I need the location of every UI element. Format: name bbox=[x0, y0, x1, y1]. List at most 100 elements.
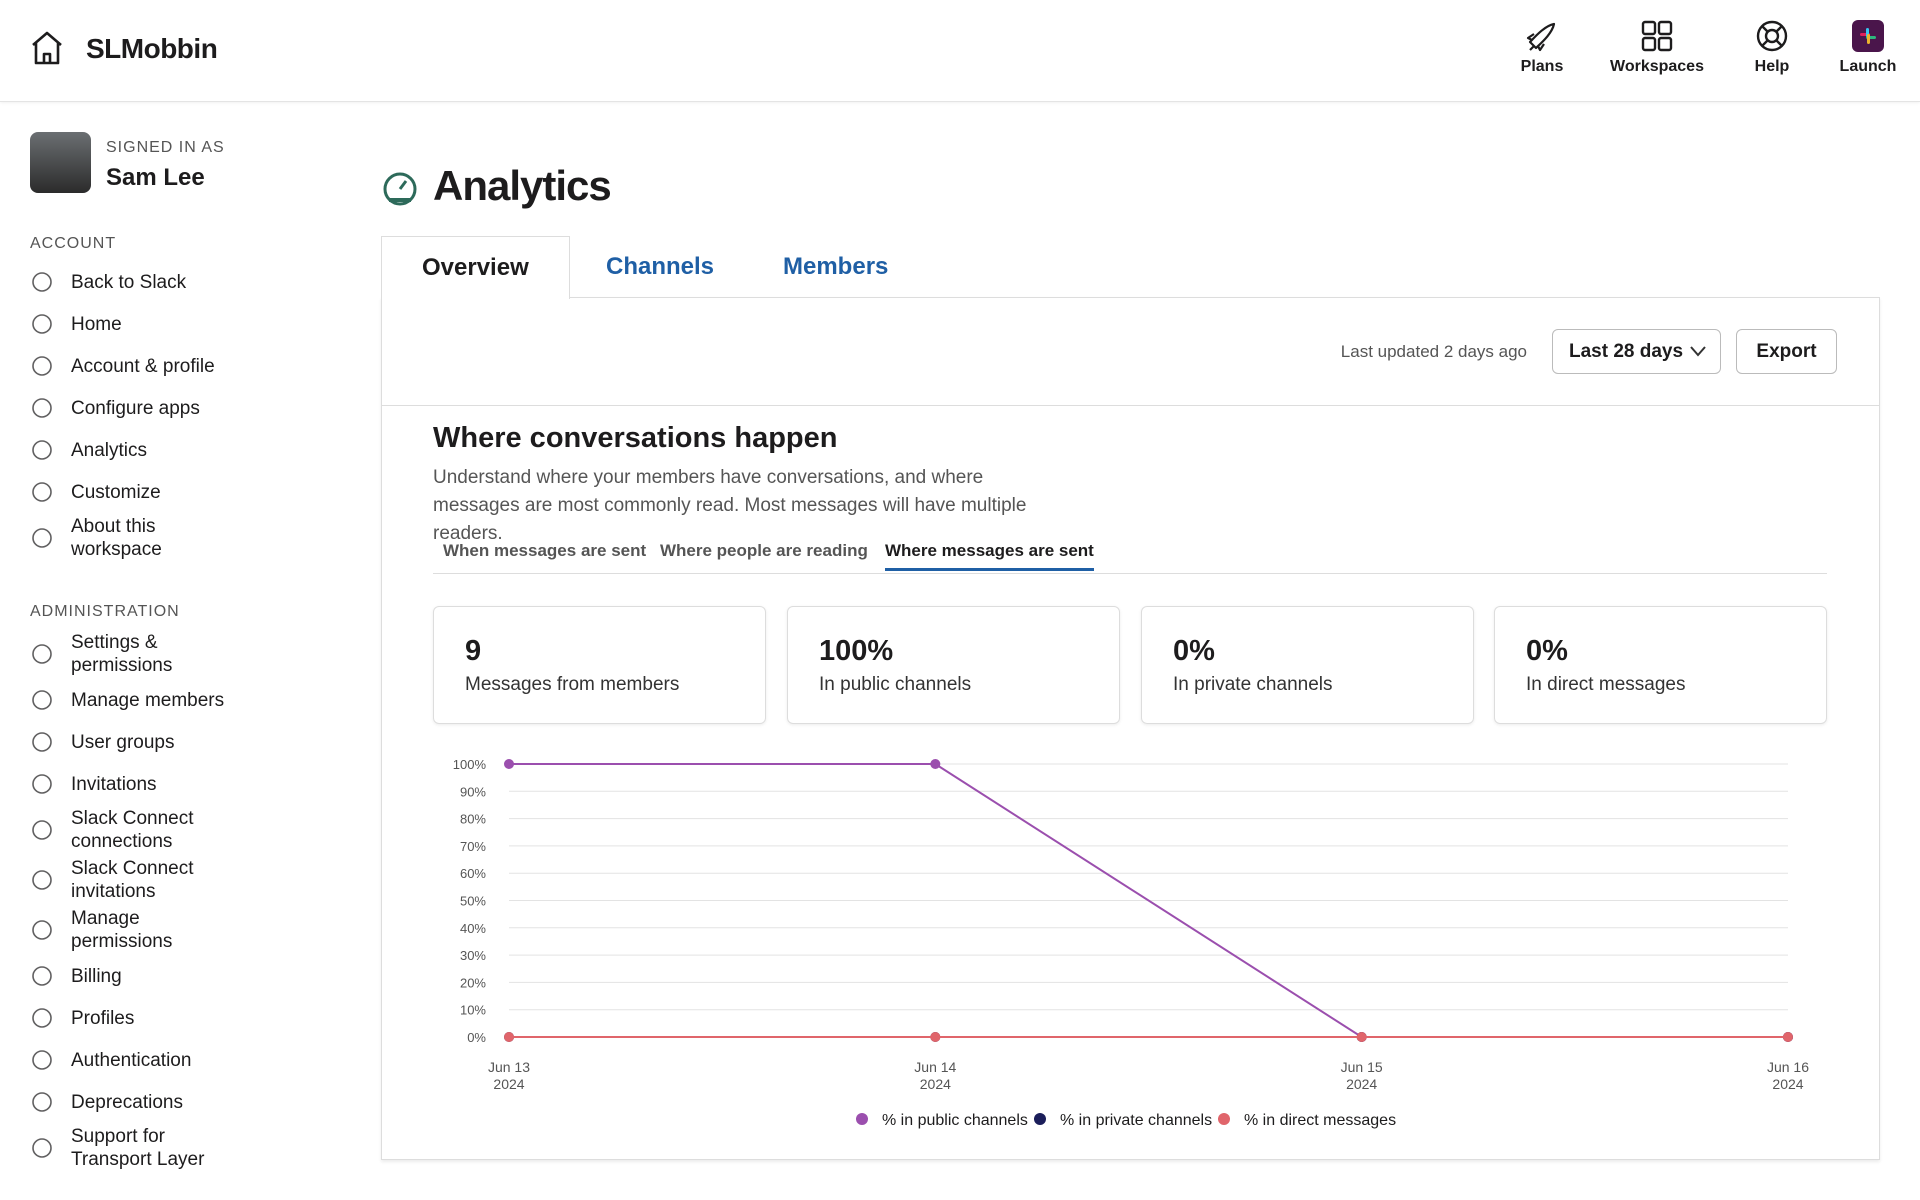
menu-icon bbox=[32, 870, 52, 890]
sidebar-menu: ACCOUNT Back to Slack Home Account & profil… bbox=[30, 205, 330, 1173]
menu-item[interactable]: Authentication bbox=[30, 1039, 330, 1081]
menu-label: Settings & permissions bbox=[71, 632, 173, 676]
menu-icon bbox=[32, 1092, 52, 1112]
subtab-rule bbox=[433, 573, 1827, 574]
menu-label: Deprecations bbox=[71, 1091, 183, 1113]
menu-icon bbox=[32, 482, 52, 502]
tab[interactable]: Channels bbox=[606, 253, 715, 280]
menu-item[interactable]: Customize bbox=[30, 471, 330, 513]
menu-item[interactable]: Slack Connect invitations bbox=[30, 855, 330, 905]
menu-icon bbox=[32, 1008, 52, 1028]
menu-item[interactable]: Analytics bbox=[30, 429, 330, 471]
menu-label: Billing bbox=[71, 965, 122, 987]
nav-icon bbox=[1526, 22, 1556, 52]
avatar bbox=[30, 132, 91, 193]
menu-label: Back to Slack bbox=[71, 271, 187, 293]
chevron bbox=[1690, 346, 1706, 357]
brand[interactable]: SLMobbin bbox=[86, 33, 218, 64]
menu-label: Manage members bbox=[71, 689, 225, 711]
menu-label: User groups bbox=[71, 731, 175, 753]
menu-icon bbox=[32, 644, 52, 664]
menu-item[interactable]: Support for Transport Layer bbox=[30, 1123, 330, 1173]
home-icon bbox=[32, 31, 62, 65]
menu-item[interactable]: Billing bbox=[30, 955, 330, 997]
section-title: Where conversations happen bbox=[433, 422, 838, 454]
menu-icon bbox=[32, 820, 52, 840]
menu-icon bbox=[32, 1138, 52, 1158]
menu-label: Configure apps bbox=[71, 397, 200, 419]
menu-icon bbox=[32, 398, 52, 418]
section-description: Understand where your members have conve… bbox=[433, 467, 1027, 544]
stat-value: 9 bbox=[465, 635, 482, 667]
nav-item[interactable]: Help bbox=[1717, 20, 1827, 76]
menu-label: Slack Connect connections bbox=[71, 808, 194, 852]
panel bbox=[381, 297, 1880, 1160]
subtab[interactable]: Where messages are sent bbox=[885, 541, 1094, 571]
menu-item[interactable]: Home bbox=[30, 303, 330, 345]
menu-icon bbox=[32, 690, 52, 710]
section-title: ADMINISTRATION bbox=[30, 603, 180, 620]
nav-item[interactable]: Plans bbox=[1487, 20, 1597, 76]
stat-card: 100% In public channels bbox=[787, 606, 1120, 724]
nav-icon bbox=[1756, 20, 1788, 52]
stat-label: In direct messages bbox=[1526, 674, 1686, 695]
menu-item[interactable]: Profiles bbox=[30, 997, 330, 1039]
menu-item[interactable]: Account & profile bbox=[30, 345, 330, 387]
menu-item[interactable]: Slack Connect connections bbox=[30, 805, 330, 855]
menu-icon bbox=[32, 966, 52, 986]
subtab[interactable]: When messages are sent bbox=[443, 541, 647, 560]
menu-icon bbox=[32, 440, 52, 460]
stat-value: 0% bbox=[1526, 635, 1568, 667]
section-title: ACCOUNT bbox=[30, 235, 117, 252]
menu-item[interactable]: Back to Slack bbox=[30, 261, 330, 303]
menu-label: Manage permissions bbox=[71, 908, 173, 952]
stat-card: 9 Messages from members bbox=[433, 606, 766, 724]
nav-label: Help bbox=[1754, 58, 1790, 75]
nav-label: Plans bbox=[1520, 58, 1564, 75]
menu-label: Profiles bbox=[71, 1007, 135, 1029]
menu-label: Invitations bbox=[71, 773, 157, 795]
menu-item[interactable]: Configure apps bbox=[30, 387, 330, 429]
tab[interactable]: Members bbox=[783, 253, 889, 280]
menu-icon bbox=[32, 920, 52, 940]
menu-item[interactable]: Manage members bbox=[30, 679, 330, 721]
menu-label: Account & profile bbox=[71, 355, 215, 377]
page-title: Analytics bbox=[433, 162, 612, 209]
tab[interactable]: Overview bbox=[381, 236, 570, 299]
menu-item[interactable]: Manage permissions bbox=[30, 905, 330, 955]
menu-label: Authentication bbox=[71, 1049, 192, 1071]
divider bbox=[381, 405, 1879, 406]
menu-icon bbox=[32, 356, 52, 376]
stat-value: 0% bbox=[1173, 635, 1215, 667]
menu-label: About this workspace bbox=[71, 516, 162, 560]
menu-icon bbox=[32, 774, 52, 794]
stat-card: 0% In private channels bbox=[1141, 606, 1474, 724]
range-dropdown[interactable]: Last 28 days bbox=[1552, 329, 1721, 374]
menu-icon bbox=[32, 1050, 52, 1070]
user-name: Sam Lee bbox=[106, 164, 205, 191]
subtab[interactable]: Where people are reading bbox=[660, 541, 868, 560]
header: SLMobbin Plans Workspaces Help Launch bbox=[0, 0, 1920, 102]
nav-item[interactable]: Workspaces bbox=[1602, 20, 1712, 76]
analytics-icon bbox=[383, 172, 417, 206]
stat-value: 100% bbox=[819, 635, 894, 667]
menu-icon bbox=[32, 272, 52, 292]
sidebar: SIGNED IN AS Sam Lee ACCOUNT Back to Slac… bbox=[30, 101, 330, 1200]
menu-label: Slack Connect invitations bbox=[71, 858, 194, 902]
nav-label: Workspaces bbox=[1610, 58, 1704, 75]
range-label: Last 28 days bbox=[1569, 341, 1684, 362]
signed-in-label: SIGNED IN AS bbox=[106, 139, 225, 156]
menu-item[interactable]: Settings & permissions bbox=[30, 629, 330, 679]
menu-item[interactable]: About this workspace bbox=[30, 513, 330, 563]
nav-item[interactable]: Launch bbox=[1813, 20, 1920, 76]
menu-item[interactable]: Invitations bbox=[30, 763, 330, 805]
menu-item[interactable]: User groups bbox=[30, 721, 330, 763]
nav-icon bbox=[1641, 20, 1673, 52]
export-button[interactable]: Export bbox=[1736, 329, 1837, 374]
menu-icon bbox=[32, 732, 52, 752]
menu-label: Home bbox=[71, 313, 122, 335]
menu-item[interactable]: Deprecations bbox=[30, 1081, 330, 1123]
stat-label: In public channels bbox=[819, 674, 972, 695]
last-updated: Last updated 2 days ago bbox=[1340, 342, 1527, 361]
